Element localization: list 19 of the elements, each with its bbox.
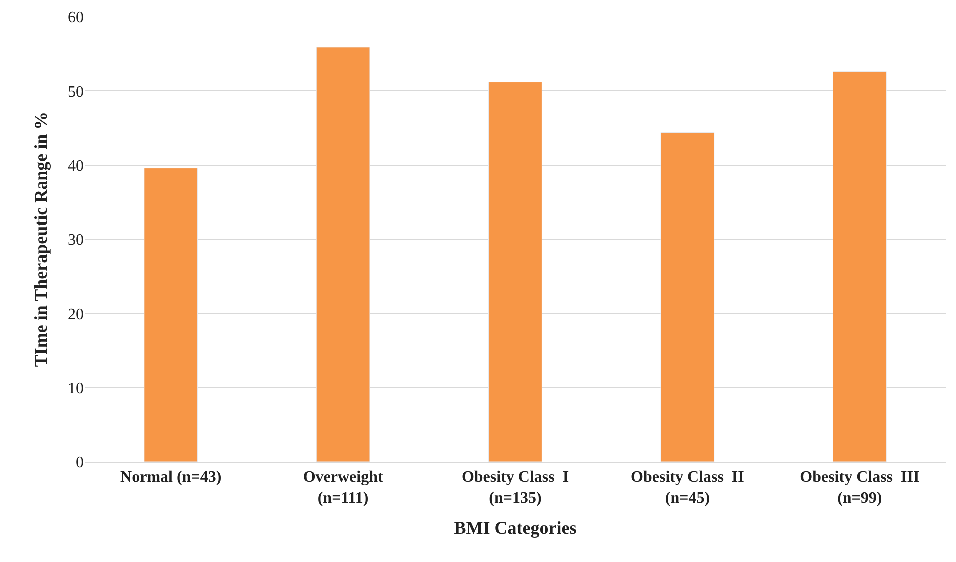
x-tick-label: Normal (n=43) — [120, 469, 222, 486]
x-tick-label: Obesity Class II (n=45) — [631, 469, 744, 507]
x-axis-title: BMI Categories — [454, 518, 577, 538]
y-tick-label: 50 — [68, 84, 84, 101]
y-tick-label: 0 — [76, 454, 84, 472]
y-tick-label: 30 — [68, 232, 84, 250]
y-tick-label: 60 — [68, 10, 84, 27]
y-tick-label: 40 — [68, 158, 84, 175]
y-tick-label: 10 — [68, 380, 84, 398]
x-tick-label: Overweight (n=111) — [303, 469, 384, 507]
bar — [316, 47, 370, 462]
y-axis-title: TIme in Therapeutic Range in % — [31, 112, 52, 368]
y-tick-label: 20 — [68, 306, 84, 324]
bar — [832, 72, 887, 462]
bar — [144, 168, 198, 462]
x-tick-label: Obesity Class I (n=135) — [462, 469, 570, 507]
bar — [488, 82, 542, 462]
bar — [660, 132, 715, 462]
x-tick-label: Obesity Class III (n=99) — [800, 469, 920, 507]
